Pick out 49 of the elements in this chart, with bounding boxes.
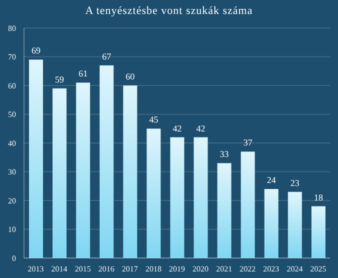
y-tick-label: 0 xyxy=(12,254,16,263)
data-label: 60 xyxy=(126,72,136,82)
x-tick-label: 2021 xyxy=(216,264,232,274)
bar xyxy=(146,128,161,258)
x-tick-label: 2015 xyxy=(74,264,91,274)
bar xyxy=(240,152,255,258)
x-tick-label: 2013 xyxy=(28,264,44,274)
data-label: 42 xyxy=(196,123,206,134)
bar xyxy=(123,86,138,258)
x-tick-label: 2025 xyxy=(310,264,326,274)
bar xyxy=(29,60,43,258)
data-label: 18 xyxy=(314,192,324,202)
chart-title: A tenyésztésbe vont szukák száma xyxy=(84,5,254,17)
bar xyxy=(217,163,232,258)
x-tick-label: 2019 xyxy=(169,264,185,274)
y-tick-label: 60 xyxy=(8,81,16,90)
x-tick-label: 2014 xyxy=(51,264,68,274)
x-tick-label: 2022 xyxy=(240,264,256,274)
data-label: 42 xyxy=(172,123,182,134)
y-tick-label: 80 xyxy=(8,24,16,33)
bar xyxy=(288,192,302,258)
x-tick-label: 2020 xyxy=(192,264,209,274)
bar xyxy=(76,82,90,258)
bar xyxy=(264,189,278,258)
x-tick-label: 2016 xyxy=(98,264,114,274)
bar xyxy=(194,137,208,258)
data-label: 33 xyxy=(220,149,230,160)
bar xyxy=(52,88,67,258)
y-tick-label: 70 xyxy=(8,52,16,62)
bar xyxy=(311,206,326,258)
x-tick-label: 2023 xyxy=(263,264,280,274)
data-label: 23 xyxy=(290,178,300,188)
bar xyxy=(170,137,184,258)
bar xyxy=(100,65,114,258)
data-label: 37 xyxy=(243,138,253,148)
x-tick-label: 2024 xyxy=(286,264,303,274)
data-label: 45 xyxy=(149,114,159,125)
x-tick-label: 2017 xyxy=(122,264,138,274)
y-tick-label: 10 xyxy=(8,225,16,234)
y-tick-label: 20 xyxy=(8,196,16,206)
x-tick-label: 2018 xyxy=(145,264,162,274)
data-label: 24 xyxy=(266,175,276,185)
y-tick-label: 50 xyxy=(8,110,16,120)
data-label: 61 xyxy=(78,68,88,79)
data-label: 67 xyxy=(102,51,112,62)
y-tick-label: 30 xyxy=(8,168,16,177)
data-label: 59 xyxy=(55,74,65,84)
y-tick-label: 40 xyxy=(8,138,16,148)
data-label: 69 xyxy=(32,46,41,56)
